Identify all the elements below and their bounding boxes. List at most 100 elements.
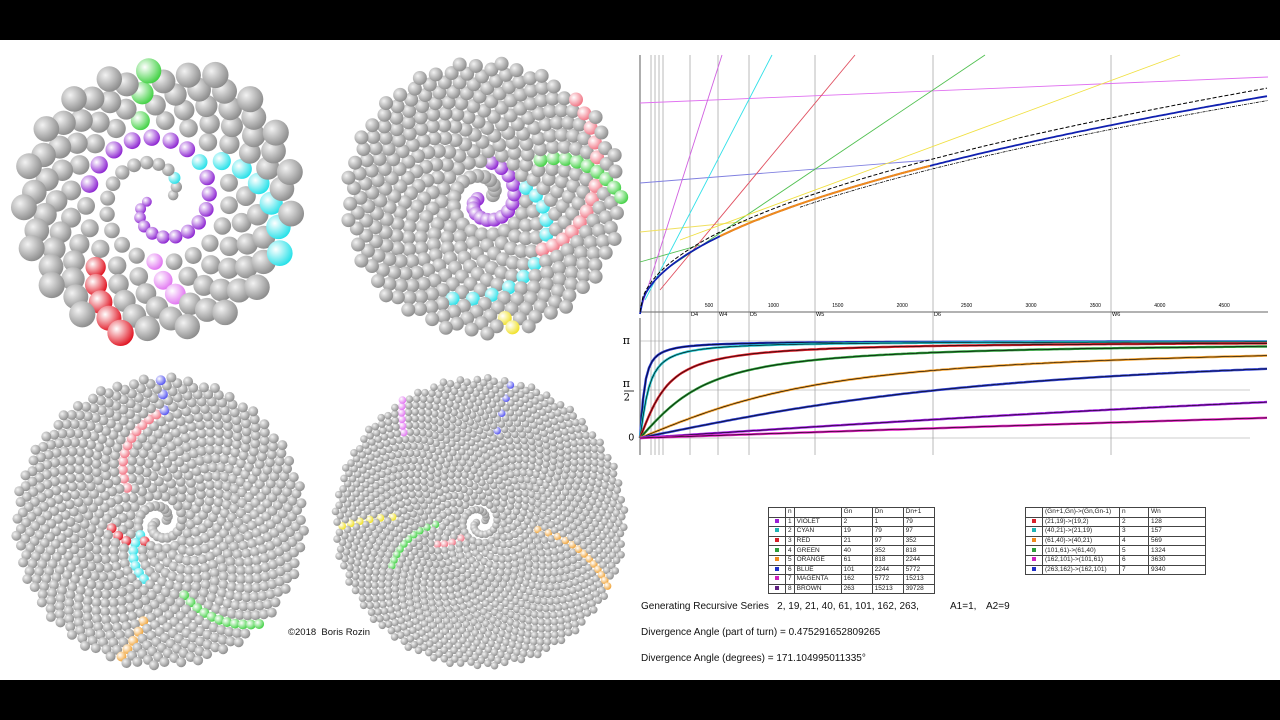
ball (203, 471, 214, 482)
ball (98, 90, 122, 114)
ball (567, 426, 576, 434)
ball (391, 133, 406, 148)
ball (352, 489, 360, 498)
ball (377, 587, 386, 596)
ball (219, 133, 240, 154)
ball (550, 637, 559, 646)
ball (584, 444, 592, 453)
ball (407, 470, 415, 479)
ball (464, 223, 479, 238)
ball (544, 618, 552, 626)
ball (252, 564, 263, 575)
ball (610, 462, 618, 471)
ball (508, 449, 517, 458)
ball (356, 444, 364, 453)
ball (341, 213, 356, 228)
ball (53, 494, 64, 505)
ball (178, 266, 198, 286)
ball (198, 587, 209, 598)
ball (294, 481, 305, 492)
ball (524, 83, 539, 98)
ball (490, 377, 498, 386)
ball (577, 611, 585, 620)
ball (351, 572, 360, 581)
ball (407, 484, 415, 492)
ball (75, 585, 86, 596)
ball (232, 466, 243, 477)
ball (609, 499, 618, 508)
cell: 157 (1148, 526, 1206, 537)
swatch (1032, 538, 1036, 543)
ball (191, 466, 202, 477)
ball (575, 431, 584, 440)
ball (406, 635, 415, 643)
ball (592, 574, 600, 583)
ball (511, 553, 519, 562)
ball (335, 528, 344, 537)
ball (401, 230, 416, 245)
ball (135, 456, 146, 467)
ball (592, 590, 600, 598)
ball (506, 646, 514, 655)
ball (385, 599, 394, 608)
ball (393, 278, 408, 293)
curve (639, 87, 1268, 313)
ball (427, 227, 442, 242)
ball (570, 458, 579, 467)
ball (61, 180, 82, 201)
ball (216, 515, 227, 526)
ball (526, 483, 534, 491)
ball (579, 483, 588, 492)
ball (33, 116, 60, 142)
ball (421, 464, 429, 473)
ball (212, 547, 223, 558)
cell (768, 545, 786, 556)
ball (118, 613, 129, 624)
ball (209, 278, 233, 302)
ball (534, 492, 542, 501)
ball (543, 638, 552, 646)
ball (364, 447, 372, 455)
ball (403, 498, 412, 506)
ball (436, 425, 445, 434)
ball (418, 629, 426, 637)
ball (577, 458, 586, 466)
ball (65, 464, 76, 475)
ball (142, 604, 153, 615)
ball (447, 471, 456, 479)
ball (109, 545, 120, 556)
ball (594, 596, 603, 604)
ball (364, 259, 379, 274)
ball (85, 256, 106, 278)
ball (440, 450, 448, 459)
ball (599, 541, 608, 550)
ball (69, 301, 96, 328)
cell (768, 583, 786, 595)
swatch (1032, 518, 1036, 523)
ball (170, 427, 181, 438)
ball (565, 104, 580, 119)
ball (372, 473, 381, 482)
ball (532, 427, 540, 435)
ball (78, 558, 89, 569)
ball (565, 419, 574, 428)
curve (639, 355, 1268, 439)
ball (114, 569, 125, 580)
ball (523, 71, 538, 86)
ball (390, 216, 405, 231)
ball (495, 452, 504, 461)
ball (231, 415, 242, 426)
ball (598, 586, 606, 595)
ball (15, 540, 26, 551)
ball (384, 593, 393, 601)
ball (537, 590, 546, 598)
cell: 15213 (871, 583, 904, 595)
ball (406, 449, 415, 457)
ball (543, 542, 551, 551)
ball (100, 190, 116, 206)
ball (434, 447, 442, 456)
ball (561, 189, 576, 204)
ball (211, 504, 222, 515)
ball (577, 590, 586, 599)
ball (259, 419, 270, 430)
